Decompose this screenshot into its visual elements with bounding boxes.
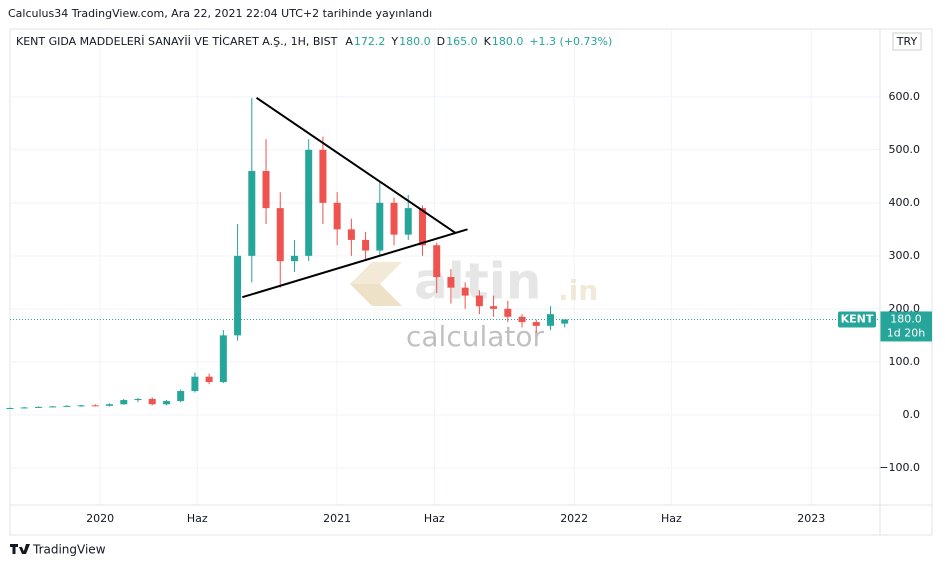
plot: KENT 180.01d 20h — [6, 97, 932, 410]
candle-body — [262, 171, 270, 209]
y-tick-label: 500.0 — [889, 143, 921, 156]
legend-key: K — [484, 35, 492, 48]
x-tick-label: Haz — [661, 512, 682, 525]
candle-body — [148, 398, 156, 405]
legend-value: 180.0 — [492, 35, 524, 48]
publish-info: Calculus34 TradingView.com, Ara 22, 2021… — [8, 7, 432, 20]
price-tag — [880, 311, 932, 342]
candle-body — [6, 407, 14, 409]
candle-body — [162, 401, 170, 405]
candle-body — [290, 255, 298, 262]
chart-frame — [9, 28, 933, 536]
candle-body — [191, 376, 199, 392]
candle-body — [134, 398, 142, 401]
candle-body — [447, 277, 455, 288]
candle-body — [362, 239, 370, 251]
y-tick-label: 400.0 — [889, 196, 921, 209]
legend-key: D — [437, 35, 445, 48]
x-tick-label: Haz — [424, 512, 445, 525]
legend-key: Y — [390, 35, 398, 48]
legend-value: 165.0 — [446, 35, 478, 48]
candle-body — [404, 208, 412, 235]
x-tick-label: 2020 — [86, 512, 114, 525]
trendline — [255, 97, 457, 234]
candle-body — [532, 322, 540, 326]
candle-body — [347, 229, 355, 240]
x-tick-label: 2022 — [560, 512, 588, 525]
candle-body — [518, 316, 526, 323]
candle-body — [248, 171, 256, 256]
candle-body — [234, 255, 242, 336]
candle-body — [433, 245, 441, 278]
candle-body — [34, 406, 42, 408]
price-tag-countdown: 1d 20h — [887, 326, 925, 339]
candle-body — [77, 405, 85, 407]
candle-body — [504, 308, 512, 317]
candle-body — [418, 208, 426, 246]
candle-body — [305, 149, 313, 256]
watermark-domain: .in — [558, 274, 598, 307]
legend-value: 172.2 — [354, 35, 386, 48]
candle-body — [20, 407, 28, 409]
symbol-tag-text: KENT — [841, 312, 874, 325]
legend-key: A — [345, 35, 353, 48]
candle-body — [475, 295, 483, 307]
footer-logo — [10, 544, 30, 554]
candle-body — [205, 376, 213, 383]
candle-body — [546, 314, 554, 326]
watermark-logo — [350, 262, 402, 306]
x-tick-label: 2023 — [797, 512, 825, 525]
currency-box[interactable] — [892, 32, 922, 51]
price-tag-value: 180.0 — [890, 312, 922, 325]
symbol-tag — [838, 311, 876, 328]
candle-body — [91, 405, 99, 407]
candle-body — [177, 391, 185, 402]
candle-body — [561, 319, 569, 324]
candle-body — [120, 400, 128, 405]
legend-symbol: KENT GIDA MADDELERİ SANAYİİ VE TİCARET A… — [16, 35, 338, 48]
candle-body — [219, 335, 227, 383]
y-tick-label: 600.0 — [889, 90, 921, 103]
watermark: altin .in calculator — [350, 253, 598, 353]
y-tick-label: 0.0 — [903, 408, 921, 421]
candle-body — [106, 404, 114, 406]
y-tick-label: 100.0 — [889, 355, 921, 368]
y-tick-label: −100.0 — [879, 461, 920, 474]
candle-body — [390, 202, 398, 235]
x-tick-label: Haz — [187, 512, 208, 525]
candle-body — [490, 306, 498, 309]
currency[interactable]: TRY — [896, 35, 918, 48]
trendline — [242, 228, 468, 299]
candle-body — [461, 287, 469, 296]
x-tick-label: 2021 — [323, 512, 351, 525]
candle-body — [376, 202, 384, 251]
candle-body — [49, 406, 57, 408]
legend: KENT GIDA MADDELERİ SANAYİİ VE TİCARET A… — [16, 35, 612, 48]
candle-body — [63, 405, 71, 407]
candle-body — [333, 202, 341, 230]
footer-brand: TradingView — [32, 543, 106, 557]
candle-body — [276, 208, 284, 262]
legend-value: 180.0 — [399, 35, 431, 48]
legend-change: +1.3 (+0.73%) — [529, 35, 612, 48]
grid: −100.00.0100.0200.0300.0400.0500.0600.02… — [10, 30, 920, 525]
watermark-sub: calculator — [406, 320, 545, 353]
candle-body — [319, 149, 327, 203]
y-tick-label: 300.0 — [889, 249, 921, 262]
